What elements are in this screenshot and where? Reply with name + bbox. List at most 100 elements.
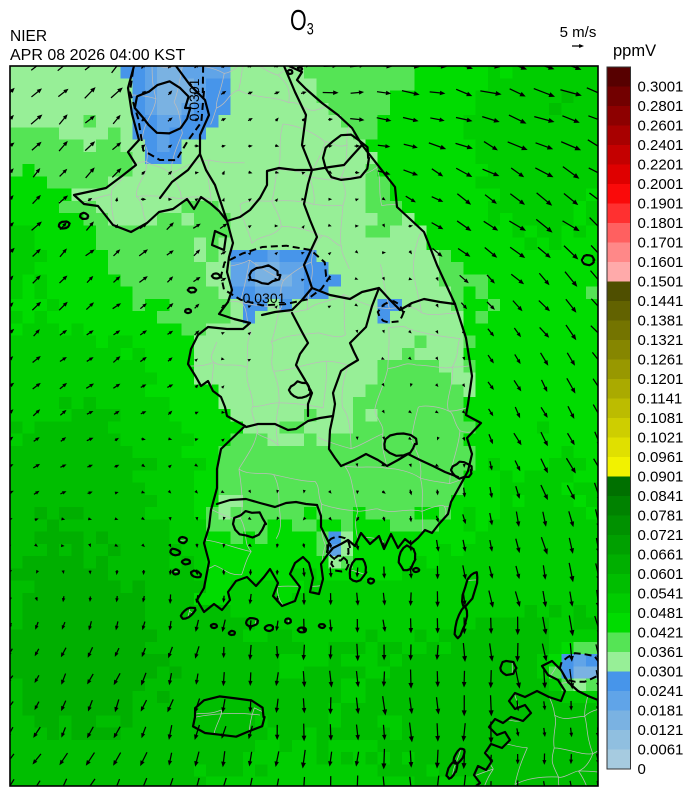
wind-arrow-head xyxy=(488,628,494,634)
field-cell xyxy=(402,335,415,349)
field-cell xyxy=(46,323,60,336)
wind-arrow-shaft xyxy=(483,220,495,229)
coastline-island xyxy=(245,617,260,628)
field-cell xyxy=(414,115,427,128)
field-cell xyxy=(193,629,207,643)
wind-arrow-head xyxy=(140,760,145,767)
wind-arrow-shaft xyxy=(543,669,546,684)
field-cell xyxy=(95,286,109,300)
field-cell xyxy=(487,372,501,385)
wind-arrow-shaft xyxy=(110,89,120,99)
field-cell xyxy=(242,78,256,91)
field-cell xyxy=(71,715,84,728)
field-cell xyxy=(10,739,23,753)
field-cell xyxy=(10,237,23,251)
field-cell xyxy=(500,274,513,287)
field-cell xyxy=(389,690,403,704)
wind-arrow-head xyxy=(488,682,494,689)
field-cell xyxy=(22,715,35,728)
field-cell xyxy=(414,409,427,422)
wind-arrow-shaft xyxy=(32,411,39,417)
field-cell xyxy=(34,629,48,643)
field-cell xyxy=(144,298,158,312)
wind-arrow-shaft xyxy=(562,166,576,177)
wind-arrow-shaft xyxy=(463,487,466,495)
field-cell xyxy=(59,764,72,777)
field-cell xyxy=(585,421,598,434)
field-cell xyxy=(561,739,574,753)
wind-arrow-head xyxy=(222,90,227,95)
field-cell xyxy=(438,580,452,594)
wind-arrow-head xyxy=(142,571,146,576)
colorbar-tick-label: 0.2601 xyxy=(638,118,684,135)
field-cell xyxy=(83,151,97,165)
field-cell xyxy=(585,727,598,741)
field-cell xyxy=(451,176,464,189)
field-cell xyxy=(402,249,415,263)
wind-arrow-head xyxy=(10,302,14,307)
field-cell xyxy=(414,176,427,189)
field-cell xyxy=(10,482,23,496)
wind-arrow-head xyxy=(408,600,413,606)
field-cell xyxy=(573,776,587,786)
field-cell xyxy=(108,78,121,91)
field-cell xyxy=(291,739,305,753)
field-cell xyxy=(46,458,60,471)
field-cell xyxy=(426,605,440,618)
colorbar-segment xyxy=(607,418,631,438)
field-cell xyxy=(120,605,133,618)
wind-arrow-head xyxy=(221,197,225,202)
field-cell xyxy=(316,752,329,765)
field-cell xyxy=(340,347,354,361)
field-cell xyxy=(524,78,538,91)
field-cell xyxy=(463,727,476,741)
field-cell xyxy=(144,470,158,483)
field-cell xyxy=(230,739,244,753)
field-cell xyxy=(144,739,158,753)
field-cell xyxy=(108,298,121,312)
wind-arrow-head xyxy=(168,197,173,201)
field-cell xyxy=(132,470,146,483)
field-cell xyxy=(59,396,72,410)
field-cell xyxy=(95,409,109,422)
field-cell xyxy=(377,605,391,618)
field-cell xyxy=(120,458,133,471)
field-cell xyxy=(95,654,109,667)
wind-arrow-shaft xyxy=(514,406,520,415)
field-cell xyxy=(83,421,97,434)
field-cell xyxy=(487,164,501,177)
field-cell xyxy=(304,752,317,765)
field-cell xyxy=(389,727,403,741)
field-cell xyxy=(414,543,427,557)
colorbar-segment xyxy=(607,67,631,87)
wind-arrow-head xyxy=(569,601,574,607)
field-cell xyxy=(255,703,268,716)
wind-arrow-head xyxy=(168,437,173,441)
field-cell xyxy=(267,384,280,398)
field-cell xyxy=(255,482,268,496)
field-cell xyxy=(34,580,48,594)
field-cell xyxy=(328,102,342,116)
field-cell xyxy=(206,66,219,79)
field-cell xyxy=(549,286,562,300)
field-cell xyxy=(487,274,501,287)
contour-line xyxy=(330,554,351,573)
field-cell xyxy=(402,531,415,545)
field-cell xyxy=(144,200,158,214)
wind-arrow-head xyxy=(168,680,173,686)
field-cell xyxy=(95,629,109,643)
field-cell xyxy=(157,666,170,679)
field-cell xyxy=(267,519,280,532)
field-cell xyxy=(291,262,305,275)
wind-arrow-head xyxy=(194,760,199,767)
field-cell xyxy=(181,262,195,275)
field-cell xyxy=(340,580,354,594)
field-cell xyxy=(169,764,182,777)
field-cell xyxy=(451,225,464,238)
wind-arrow-shaft xyxy=(195,751,200,763)
wind-arrow-shaft xyxy=(114,752,122,763)
field-cell xyxy=(475,164,489,177)
field-cell xyxy=(524,531,538,545)
field-cell xyxy=(487,703,501,716)
field-cell xyxy=(365,409,378,422)
